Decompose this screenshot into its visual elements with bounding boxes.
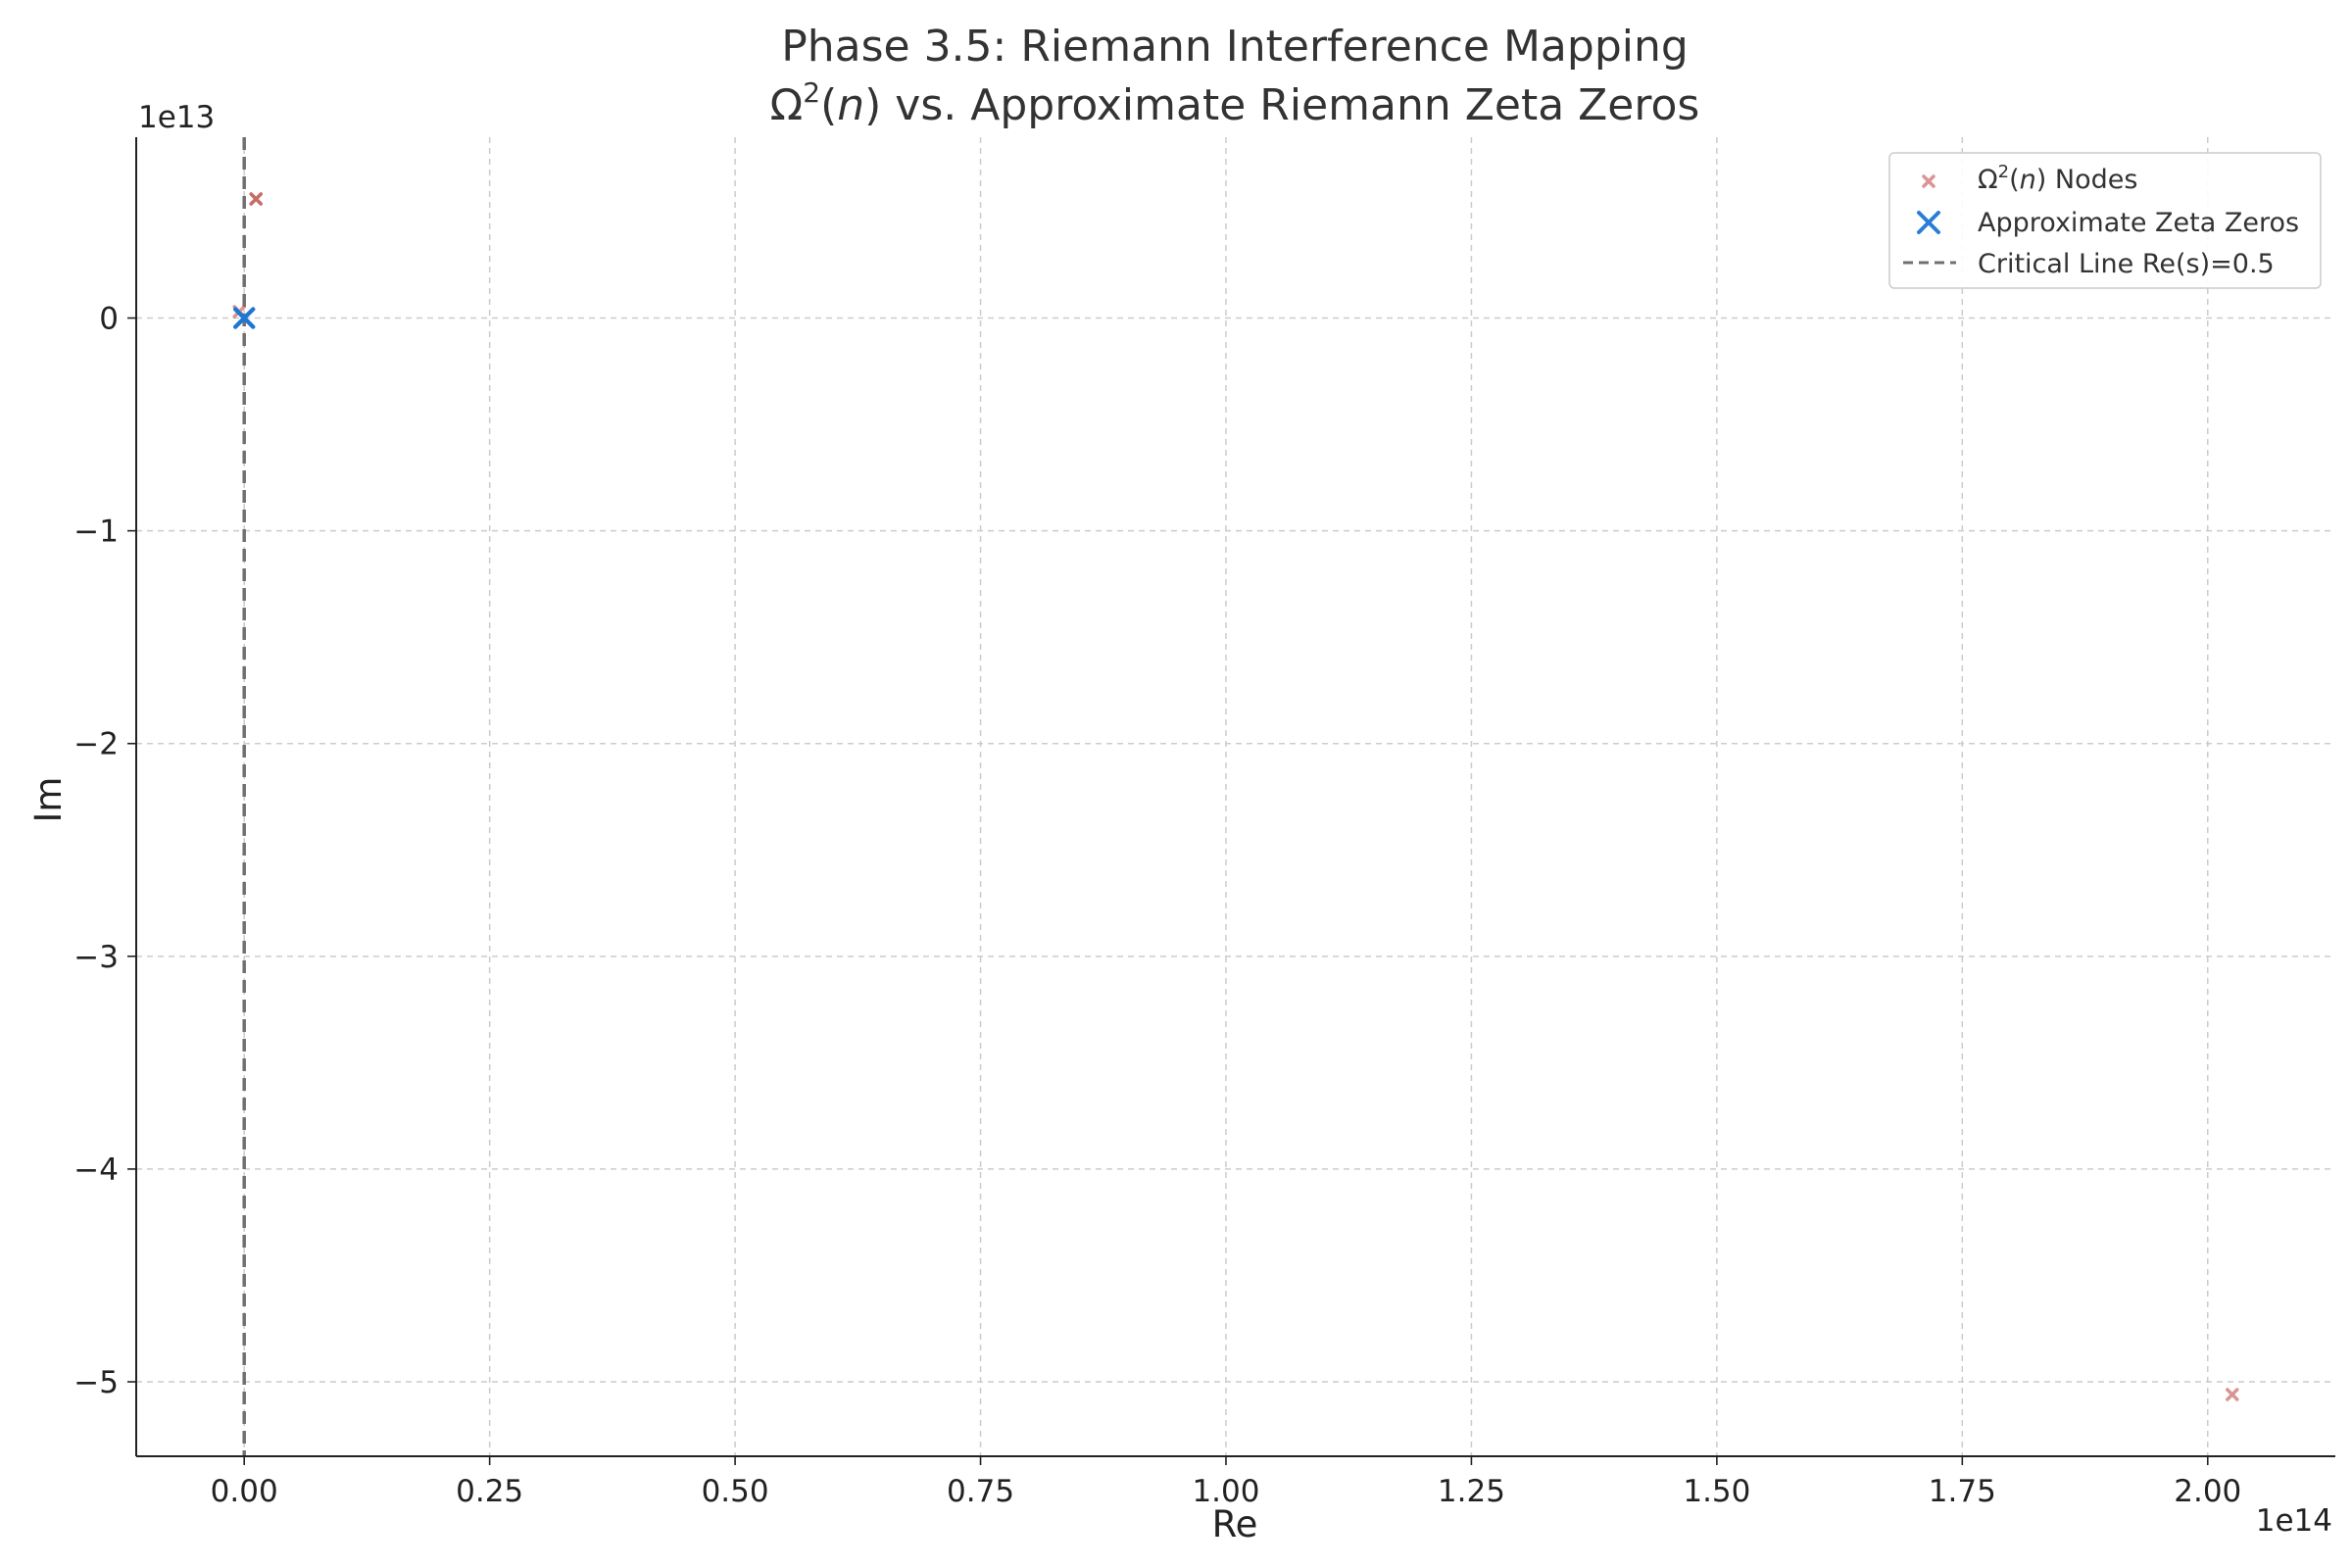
y-tick-label: −3 [74,940,119,975]
y-tick-label: −4 [74,1152,119,1188]
legend-label-nodes: Ω2(n) Nodes [1978,162,2137,195]
scatter-points [232,192,2239,1401]
x-marker-stroke [2226,1388,2239,1401]
title-line-2: Ω2(n) vs. Approximate Riemann Zeta Zeros [770,76,1700,130]
x-marker-stroke [1917,211,1940,234]
node-point [249,192,263,206]
legend-superscript: 2 [1998,162,2009,182]
axes-frame [135,137,2335,1457]
x-marker-stroke [233,307,256,329]
legend-node-x [1922,174,1936,188]
legend-zero-x [1917,211,1940,234]
legend: Ω2(n) Nodes Approximate Zeta Zeros Criti… [1888,152,2322,289]
legend-marker-zeta-zeros [1917,211,1940,234]
zeta-zero-point [233,307,256,329]
x-tick-label: 0.25 [456,1474,523,1509]
y-tick-label: −2 [74,727,119,762]
x-tick-label: 0.00 [211,1474,278,1509]
y-tick-label: 0 [99,302,119,337]
title-rest: ) vs. Approximate Riemann Zeta Zeros [864,80,1699,130]
x-tick-label: 1.25 [1438,1474,1505,1509]
x-tick-label: 2.00 [2174,1474,2241,1509]
legend-label-zeta-zeros: Approximate Zeta Zeros [1978,208,2299,238]
title-open-paren: ( [820,80,837,130]
legend-open-paren: ( [2009,165,2020,195]
title-variable: n [837,80,864,130]
legend-label-critical-line: Critical Line Re(s)=0.5 [1978,249,2275,279]
legend-marker-nodes [1922,174,1936,188]
y-axis-label: Im [27,777,70,823]
x-ticks: 0.00 0.25 0.50 0.75 1.00 1.25 1.50 1.75 2.00 [211,1456,2241,1509]
grid-lines [136,137,2335,1456]
y-ticks: 0 −1 −2 −3 −4 −5 [74,302,136,1400]
legend-variable: n [2020,165,2036,195]
x-marker-stroke [1922,174,1936,188]
x-tick-label: 1.75 [1929,1474,1996,1509]
x-tick-label: 0.75 [947,1474,1014,1509]
x-tick-label: 0.50 [702,1474,769,1509]
legend-omega: Ω [1978,165,1998,195]
x-marker-stroke [249,192,263,206]
legend-box [1888,152,2322,289]
title-line-1: Phase 3.5: Riemann Interference Mapping [781,22,1689,72]
chart-title: Phase 3.5: Riemann Interference Mapping … [770,22,1700,130]
x-offset-label: 1e14 [2256,1503,2332,1539]
x-axis-label: Re [1212,1503,1258,1545]
title-superscript: 2 [803,76,820,109]
legend-rest: ) Nodes [2036,165,2138,195]
y-offset-label: 1e13 [138,100,215,135]
y-tick-label: −5 [74,1365,119,1400]
title-omega: Ω [770,80,804,130]
node-point [2226,1388,2239,1401]
x-tick-label: 1.00 [1192,1474,1259,1509]
x-tick-label: 1.50 [1683,1474,1750,1509]
y-tick-label: −1 [74,514,119,550]
